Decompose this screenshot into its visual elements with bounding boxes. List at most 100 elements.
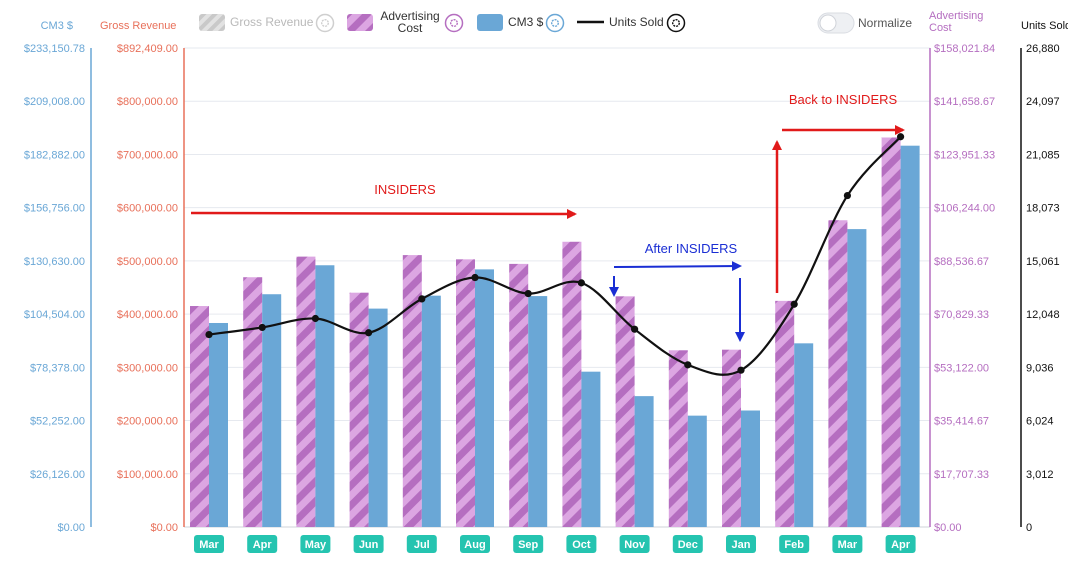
advertising-cost-gear-icon[interactable] [444, 13, 464, 33]
bar-advertising-cost[interactable] [722, 349, 741, 527]
tick-label-adcost: $35,414.67 [934, 416, 989, 428]
tick-label-adcost: $70,829.33 [934, 309, 989, 321]
x-label-bg [619, 535, 650, 553]
annotation-insiders-arrow [190, 208, 577, 219]
tick-label-gross: $600,000.00 [117, 203, 178, 215]
units-line-layer [205, 133, 905, 376]
bar-advertising-cost[interactable] [349, 292, 369, 527]
x-label-bg [460, 535, 490, 553]
bar-cm3[interactable] [315, 265, 335, 527]
units-sold-point[interactable] [790, 300, 798, 308]
gross-revenue-gear-icon[interactable] [315, 13, 335, 33]
bar-cm3[interactable] [634, 396, 654, 527]
bar-cm3[interactable] [794, 343, 814, 527]
tick-label-units: 12,048 [1026, 309, 1060, 321]
bar-advertising-cost[interactable] [190, 306, 209, 527]
units-sold-point[interactable] [684, 361, 692, 369]
bars [190, 137, 920, 528]
bar-cm3[interactable] [900, 145, 920, 527]
tick-label-units: 24,097 [1026, 96, 1060, 108]
tick-label-units: 9,036 [1026, 362, 1054, 374]
x-label-bg [513, 535, 544, 553]
bar-advertising-cost[interactable] [775, 300, 795, 527]
bar-advertising-cost[interactable] [881, 137, 901, 528]
tick-label-gross: $200,000.00 [117, 416, 178, 428]
x-label-bg [566, 535, 597, 553]
tick-label-adcost: $158,021.84 [934, 43, 995, 55]
bar-cm3[interactable] [421, 295, 441, 527]
units-sold-point[interactable] [205, 330, 213, 339]
tick-label-gross: $400,000.00 [117, 309, 178, 321]
tick-label-gross: $100,000.00 [117, 469, 178, 481]
units-sold-point[interactable] [524, 289, 532, 298]
x-tick-label: Apr [891, 539, 911, 551]
bar-cm3[interactable] [475, 269, 494, 527]
units-sold-point[interactable] [577, 279, 586, 287]
x-label-bg [672, 535, 703, 553]
x-label-bg [194, 535, 224, 553]
units-sold-point[interactable] [418, 295, 426, 303]
bar-cm3[interactable] [368, 308, 388, 527]
bar-cm3[interactable] [687, 415, 707, 527]
legend-label-cm3: CM3 $ [508, 15, 544, 29]
units-sold-point[interactable] [471, 273, 479, 282]
tick-label-cm3: $104,504.00 [24, 309, 85, 321]
units-sold-point[interactable] [897, 133, 905, 141]
legend-item-units-sold[interactable]: Units Sold [577, 13, 686, 33]
x-label-bg [726, 535, 756, 553]
x-tick-label: Mar [838, 539, 858, 551]
tick-label-gross: $892,409.00 [117, 43, 178, 55]
bar-advertising-cost[interactable] [402, 255, 422, 527]
tick-label-adcost: $17,707.33 [934, 469, 989, 481]
x-label-bg [353, 535, 384, 553]
legend-label-gross-revenue: Gross Revenue [230, 15, 314, 29]
legend-item-cm3[interactable]: CM3 $ [477, 13, 565, 33]
bar-advertising-cost[interactable] [615, 296, 635, 527]
units-sold-point[interactable] [311, 314, 319, 323]
x-tick-label: Jan [732, 539, 751, 551]
cm3-gear-icon[interactable] [545, 13, 565, 33]
annotation-after-insiders-arrow [613, 261, 742, 272]
gross-revenue-swatch-icon [199, 14, 225, 31]
bar-cm3[interactable] [847, 229, 867, 527]
x-tick-label: Mar [199, 539, 219, 551]
normalize-label: Normalize [858, 16, 912, 30]
grid-lines [184, 47, 930, 528]
x-tick-label: Nov [624, 539, 646, 551]
bar-advertising-cost[interactable] [243, 277, 263, 527]
legend-item-advertising-cost[interactable]: Advertising Cost [347, 9, 464, 35]
tick-label-units: 3,012 [1026, 469, 1054, 481]
annotation-insiders: INSIDERS [374, 182, 436, 197]
bar-cm3[interactable] [262, 294, 282, 527]
bar-advertising-cost[interactable] [828, 220, 848, 527]
bar-cm3[interactable] [741, 410, 760, 527]
tick-label-cm3: $233,150.78 [24, 43, 85, 55]
normalize-toggle[interactable] [817, 12, 855, 34]
units-sold-point[interactable] [258, 323, 266, 332]
x-label-bg [832, 535, 863, 553]
bar-advertising-cost[interactable] [509, 263, 529, 527]
tick-label-units: 15,061 [1026, 256, 1060, 268]
units-sold-point[interactable] [737, 366, 745, 374]
bar-cm3[interactable] [528, 296, 548, 527]
tick-label-cm3: $130,630.00 [24, 256, 85, 268]
x-tick-label: Dec [678, 539, 698, 551]
bar-advertising-cost[interactable] [456, 259, 475, 527]
axis-title-gross-revenue: Gross Revenue [100, 20, 176, 32]
x-tick-label: Aug [464, 539, 485, 551]
x-tick-label: Apr [253, 539, 273, 551]
units-sold-gear-icon[interactable] [666, 13, 686, 33]
legend-item-gross-revenue[interactable]: Gross Revenue [199, 13, 335, 33]
units-sold-point[interactable] [843, 191, 852, 200]
units-sold-point[interactable] [631, 325, 639, 333]
axis-title-units-sold: Units Sold [1021, 20, 1068, 32]
bar-advertising-cost[interactable] [562, 241, 582, 527]
bar-advertising-cost[interactable] [296, 256, 316, 527]
x-label-bg [247, 535, 278, 553]
bar-advertising-cost[interactable] [668, 350, 688, 527]
units-sold-point[interactable] [365, 329, 373, 337]
bar-cm3[interactable] [209, 322, 228, 527]
bar-cm3[interactable] [581, 371, 601, 527]
tick-label-units: 26,880 [1026, 43, 1060, 55]
